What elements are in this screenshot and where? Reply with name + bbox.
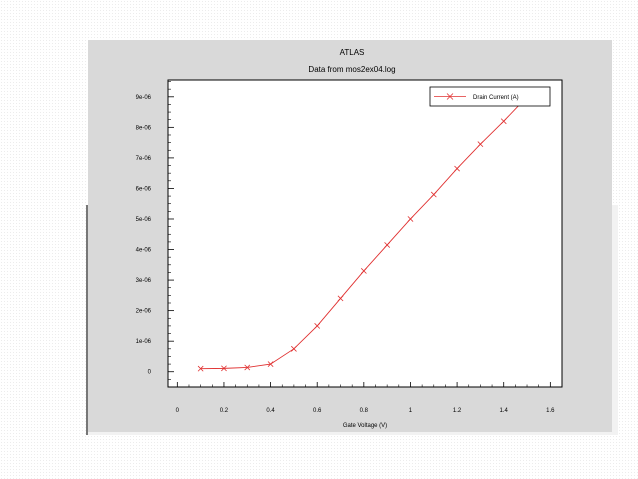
x-tick-label: 1.6: [546, 408, 555, 414]
data-point-stroke: [454, 165, 460, 172]
chart-title: ATLAS: [340, 48, 365, 57]
data-point: [477, 141, 484, 148]
data-point: [407, 216, 414, 222]
y-tick-label: 8e-06: [136, 125, 152, 131]
data-point: [244, 364, 251, 371]
data-point-stroke: [244, 364, 251, 371]
y-tick-label: 7e-06: [136, 156, 152, 162]
data-point-stroke: [500, 118, 507, 125]
y-axis: 0 1e-06 2e-06 3e-06 4e-06 5e-06 6e-06 7e-06 8e-0…: [136, 81, 174, 388]
x-tick-label: 0.6: [313, 408, 322, 414]
data-point-stroke: [430, 191, 437, 198]
x-tick-label: 1: [409, 408, 413, 414]
data-point: [267, 361, 274, 367]
chart-subtitle: Data from mos2ex04.log: [308, 65, 395, 74]
data-point-stroke: [360, 268, 367, 274]
series-drain-current: [197, 93, 530, 372]
data-point-stroke: [197, 365, 204, 372]
plot-area: [167, 79, 563, 388]
legend: Drain Current (A): [429, 86, 551, 107]
data-point-stroke: [337, 295, 344, 302]
x-tick-label: 0: [176, 408, 180, 414]
data-point: [360, 268, 367, 274]
y-tick-label: 4e-06: [136, 248, 152, 254]
data-point: [337, 295, 344, 302]
y-tick-label: 3e-06: [136, 278, 152, 284]
data-point: [314, 323, 321, 329]
data-point: [454, 165, 460, 172]
legend-box: [429, 86, 551, 107]
x-axis: 0 0.2 0.4 0.6 0.8 1 1.2 1.4 1.6: [176, 382, 555, 414]
y-tick-label: 5e-06: [136, 217, 152, 223]
data-point: [430, 191, 437, 198]
y-tick-label: 0: [148, 370, 152, 376]
data-point: [221, 365, 227, 372]
y-tick-label: 6e-06: [136, 186, 152, 192]
data-point: [197, 365, 204, 372]
data-point-stroke: [477, 141, 484, 148]
data-point-stroke: [384, 242, 391, 248]
legend-marker: [446, 93, 454, 100]
x-tick-label: 0.2: [220, 408, 229, 414]
legend-label: Drain Current (A): [473, 95, 519, 101]
data-point: [291, 345, 297, 352]
x-tick-label: 0.4: [266, 408, 275, 414]
x-tick-label: 1.4: [500, 408, 509, 414]
data-point-stroke: [221, 365, 227, 372]
y-tick-label: 2e-06: [136, 309, 152, 315]
data-point-stroke: [314, 323, 321, 329]
x-tick-label: 0.8: [360, 408, 369, 414]
data-point: [500, 118, 507, 125]
data-point-stroke: [407, 216, 414, 222]
data-point-stroke: [291, 345, 297, 352]
y-tick-label: 9e-06: [136, 95, 152, 101]
data-point: [384, 242, 391, 248]
x-tick-label: 1.2: [453, 408, 462, 414]
x-axis-title: Gate Voltage (V): [343, 423, 387, 429]
data-point-stroke: [267, 361, 274, 367]
y-tick-label: 1e-06: [136, 339, 152, 345]
